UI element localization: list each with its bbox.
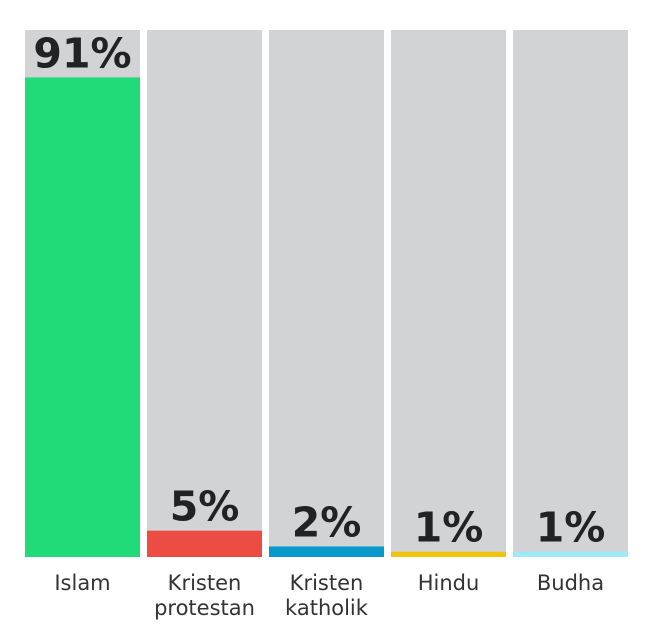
- data-label: 1%: [536, 504, 606, 552]
- bar: [513, 551, 628, 557]
- data-label: 5%: [170, 483, 240, 531]
- data-label: 91%: [33, 29, 131, 77]
- data-label: 2%: [292, 498, 362, 546]
- category-label: katholik: [285, 596, 369, 620]
- bar: [147, 530, 262, 557]
- bar: [25, 77, 140, 558]
- bar: [391, 551, 506, 557]
- category-label: Kristen: [290, 571, 364, 595]
- bar-background: [147, 30, 262, 557]
- data-label: 1%: [414, 504, 484, 552]
- bar-background: [391, 30, 506, 557]
- category-label: Islam: [54, 571, 110, 595]
- bar-background: [513, 30, 628, 557]
- bar-background: [269, 30, 384, 557]
- category-label: Hindu: [418, 571, 480, 595]
- bar: [269, 546, 384, 557]
- category-label: Kristen: [168, 571, 242, 595]
- category-label: protestan: [154, 596, 255, 620]
- category-label: Budha: [537, 571, 604, 595]
